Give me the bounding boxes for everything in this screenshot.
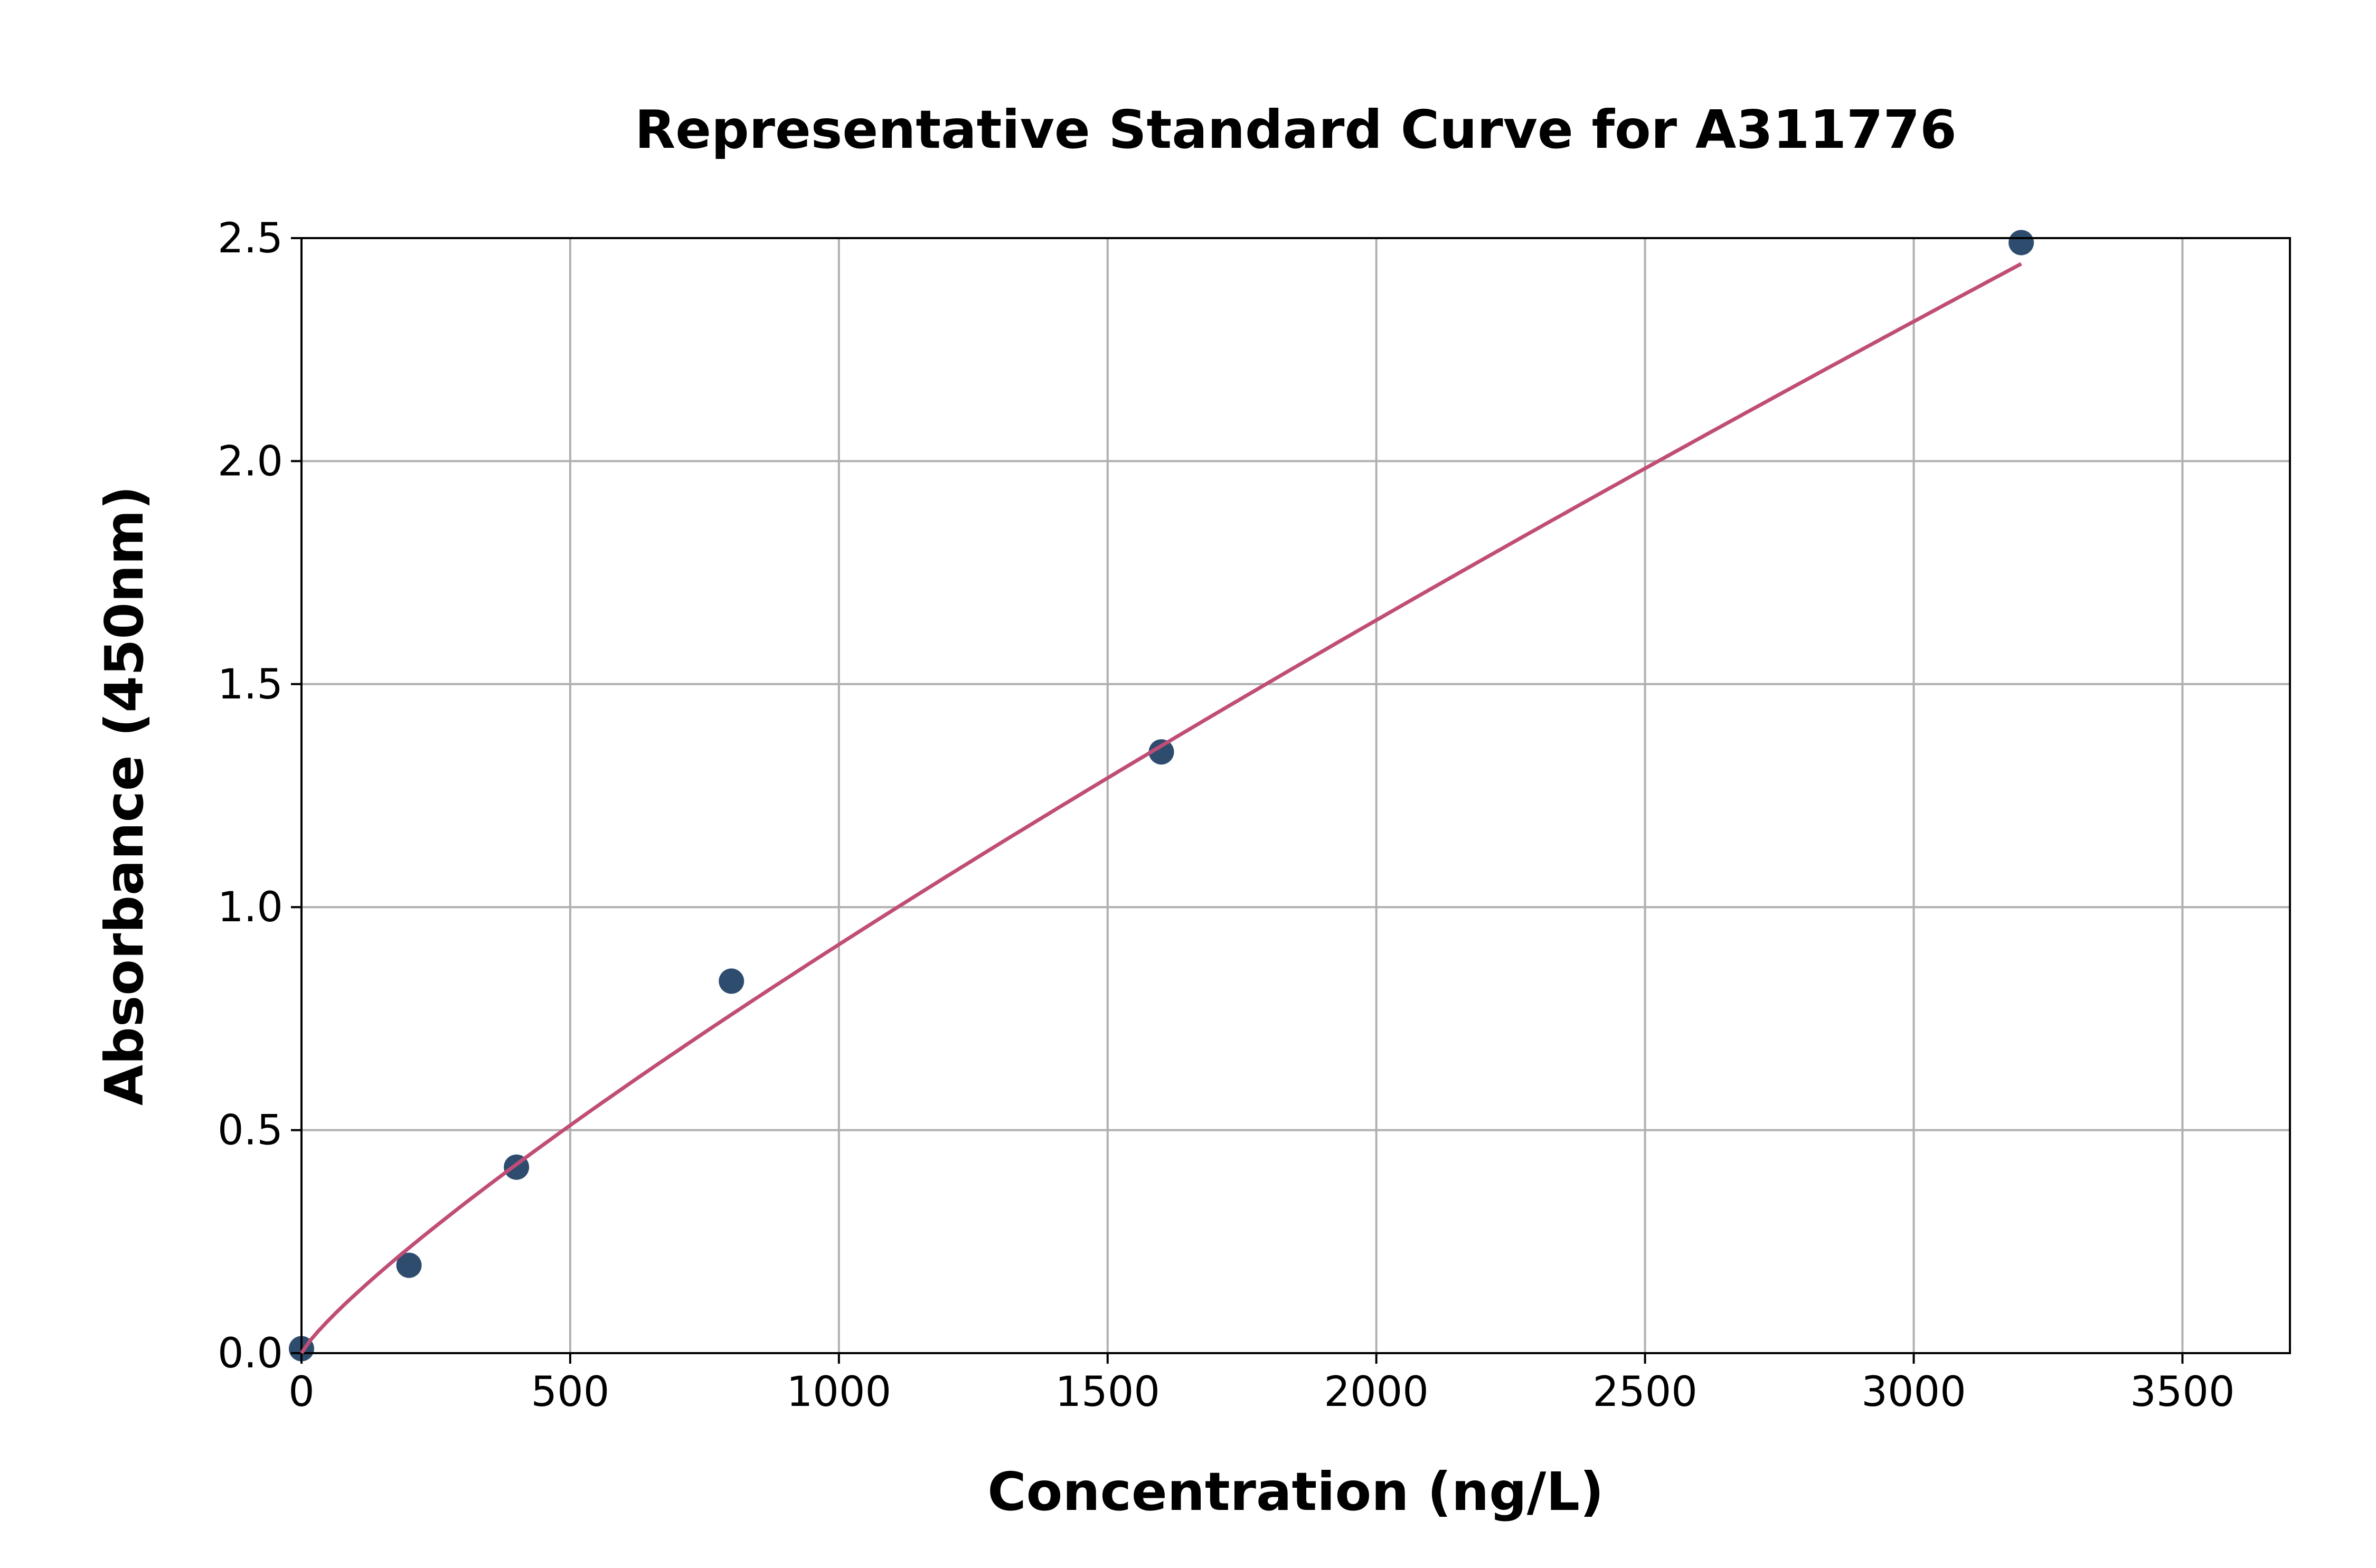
x-axis-label: Concentration (ng/L) — [987, 1461, 1604, 1523]
x-tick-label: 1500 — [1055, 1368, 1160, 1416]
data-point — [2009, 230, 2034, 256]
data-point — [719, 968, 744, 994]
y-tick-label: 1.0 — [218, 884, 283, 931]
y-tick-label: 2.0 — [218, 438, 283, 485]
y-tick-label: 0.5 — [218, 1107, 283, 1155]
y-tick-label: 2.5 — [218, 215, 283, 262]
plot-frame — [300, 237, 2291, 1354]
fit-curve — [300, 262, 2022, 1354]
x-tick-label: 3000 — [1861, 1368, 1966, 1416]
y-axis-label: Absorbance (450nm) — [93, 486, 155, 1106]
x-tick-label: 1000 — [787, 1368, 892, 1416]
x-tick-label: 500 — [531, 1368, 609, 1416]
x-tick-label: 0 — [288, 1368, 315, 1416]
grid — [300, 237, 2290, 1354]
fit-curve-group — [300, 262, 2022, 1354]
chart-title: Representative Standard Curve for A31177… — [635, 99, 1956, 160]
y-tick-label: 0.0 — [218, 1330, 283, 1377]
y-axis-ticks: 0.0 0.5 1.0 1.5 2.0 2.5 — [218, 215, 301, 1377]
x-tick-label: 2000 — [1324, 1368, 1429, 1416]
y-tick-label: 1.5 — [218, 661, 283, 709]
data-point — [396, 1252, 422, 1278]
data-point — [1148, 739, 1174, 765]
x-tick-label: 2500 — [1592, 1368, 1698, 1416]
x-axis-ticks: 0 500 1000 1500 2000 2500 3000 3500 — [288, 1353, 2235, 1416]
x-tick-label: 3500 — [2130, 1368, 2235, 1416]
